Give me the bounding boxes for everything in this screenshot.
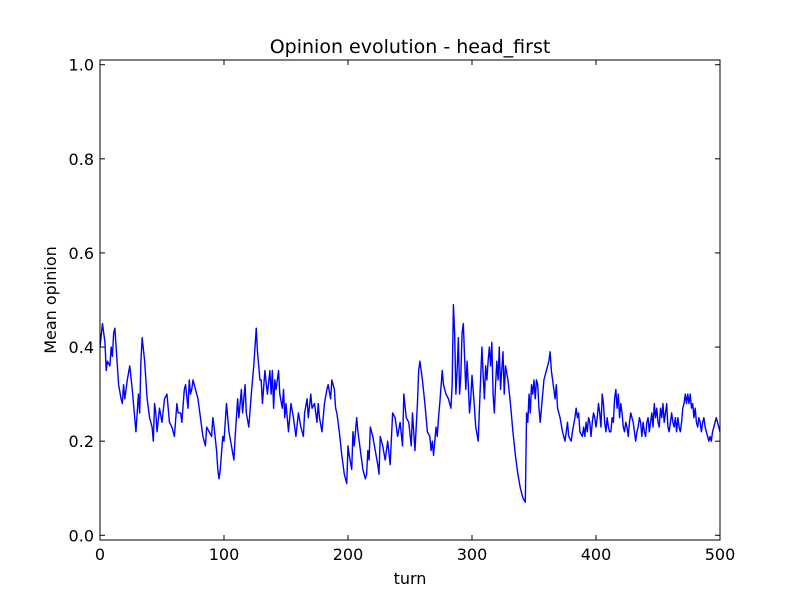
y-tick-label: 0.4 [69,338,94,357]
y-tick-label: 0.0 [69,526,94,545]
x-axis-ticks: 0 100 200 300 400 500 [95,60,735,564]
x-tick-label: 100 [209,545,240,564]
x-tick-label: 400 [581,545,612,564]
y-tick-label: 1.0 [69,56,94,75]
y-tick-label: 0.8 [69,150,94,169]
plot-area [99,304,721,504]
y-axis-label: Mean opinion [41,246,60,354]
x-tick-label: 0 [95,545,105,564]
x-tick-label: 300 [457,545,488,564]
y-tick-label: 0.2 [69,432,94,451]
y-axis-ticks: 0.0 0.2 0.4 0.6 0.8 1.0 [69,56,720,545]
chart-title: Opinion evolution - head_first [270,36,551,58]
x-tick-label: 500 [705,545,736,564]
axes-frame [99,59,721,541]
x-axis-label: turn [394,569,427,588]
y-tick-label: 0.6 [69,244,94,263]
series-line-mean-opinion [99,304,721,504]
x-tick-label: 200 [333,545,364,564]
